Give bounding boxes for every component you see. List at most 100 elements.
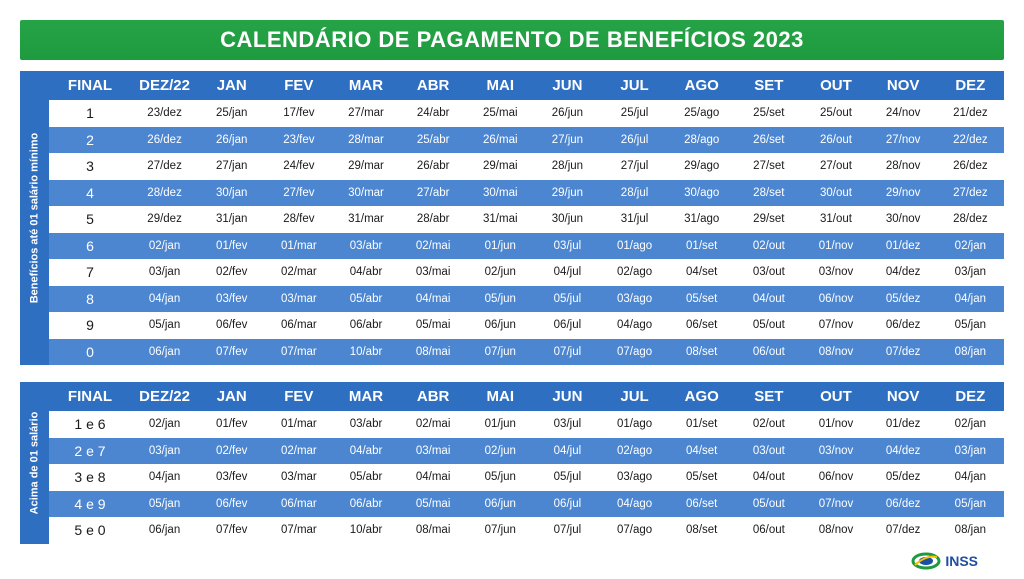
payment-date-cell: 27/out: [802, 153, 870, 180]
payment-date-cell: 05/dez: [869, 285, 937, 312]
payment-date-cell: 07/dez: [869, 517, 937, 544]
table-row: 4 28/dez 30/jan 27/fev 30/mar 27/abr 30/mai 29/…: [49, 179, 1004, 206]
final-digit-cell: 5: [49, 206, 131, 233]
payment-date-cell: 06/jan: [131, 338, 199, 365]
payment-date-cell: 02/ago: [600, 259, 669, 286]
payment-date-cell: 01/fev: [198, 411, 266, 438]
payment-date-cell: 04/jan: [936, 464, 1004, 491]
payment-date-cell: 27/dez: [131, 153, 199, 180]
payment-date-cell: 27/dez: [936, 179, 1004, 206]
final-digit-cell: 0: [49, 338, 131, 365]
payment-date-cell: 02/jan: [131, 411, 199, 438]
payment-date-cell: 01/jun: [466, 232, 534, 259]
payment-date-cell: 28/dez: [131, 179, 199, 206]
payment-date-cell: 03/mar: [265, 285, 333, 312]
payment-date-cell: 03/jan: [131, 437, 199, 464]
final-digit-cell: 8: [49, 285, 131, 312]
payment-date-cell: 29/dez: [131, 206, 199, 233]
final-digit-cell: 3 e 8: [49, 464, 131, 491]
payment-date-cell: 05/abr: [332, 464, 400, 491]
payment-date-cell: 02/jun: [466, 259, 534, 286]
final-digit-cell: 1: [49, 100, 131, 127]
payment-date-cell: 24/nov: [869, 100, 937, 127]
payment-date-cell: 07/jun: [466, 517, 534, 544]
payment-date-cell: 07/nov: [802, 312, 870, 339]
side-label: Benefícios até 01 salário mínimo: [28, 132, 41, 304]
payment-date-cell: 02/mai: [399, 411, 467, 438]
header-row: FINAL DEZ/22 JAN FEV MAR ABR MAI JUN JUL AGO SET OU…: [49, 382, 1004, 411]
payment-date-cell: 05/mai: [399, 490, 467, 517]
payment-date-cell: 06/fev: [198, 490, 266, 517]
payment-date-cell: 01/nov: [802, 232, 870, 259]
payment-date-cell: 08/jan: [936, 338, 1004, 365]
payment-date-cell: 01/nov: [802, 411, 870, 438]
payment-date-cell: 06/jul: [533, 312, 601, 339]
payment-date-cell: 07/dez: [869, 338, 937, 365]
final-digit-cell: 4 e 9: [49, 490, 131, 517]
payment-date-cell: 03/fev: [198, 464, 266, 491]
payment-date-cell: 05/jul: [533, 285, 601, 312]
payment-date-cell: 26/jun: [533, 100, 601, 127]
payment-date-cell: 04/mai: [399, 464, 467, 491]
payment-date-cell: 03/jan: [936, 437, 1004, 464]
payment-date-cell: 26/dez: [936, 153, 1004, 180]
payment-date-cell: 27/abr: [399, 179, 467, 206]
payment-date-cell: 31/ago: [668, 206, 736, 233]
payment-date-cell: 26/jul: [600, 126, 669, 153]
payment-date-cell: 07/ago: [600, 517, 669, 544]
payment-date-cell: 04/ago: [600, 490, 669, 517]
table-row: 2 e 7 03/jan 02/fev 02/mar 04/abr 03/mai 02/ju…: [49, 437, 1004, 464]
payment-date-cell: 06/set: [668, 490, 736, 517]
table-row: 5 29/dez 31/jan 28/fev 31/mar 28/abr 31/mai 30/…: [49, 206, 1004, 233]
header-month: NOV: [869, 382, 937, 411]
payment-date-cell: 06/jun: [466, 490, 534, 517]
header-month: MAR: [332, 382, 400, 411]
header-row: FINAL DEZ/22 JAN FEV MAR ABR MAI JUN JUL AGO SET OU…: [49, 71, 1004, 100]
payment-date-cell: 03/mar: [265, 464, 333, 491]
header-month: DEZ: [936, 382, 1004, 411]
payment-date-cell: 05/abr: [332, 285, 400, 312]
payment-date-cell: 28/set: [735, 179, 803, 206]
payment-date-cell: 06/set: [668, 312, 736, 339]
payment-date-cell: 02/fev: [198, 437, 266, 464]
table-row: 0 06/jan 07/fev 07/mar 10/abr 08/mai 07/jun 07/…: [49, 338, 1004, 365]
payment-date-cell: 23/dez: [131, 100, 199, 127]
payment-date-cell: 04/set: [668, 437, 736, 464]
payment-date-cell: 27/fev: [265, 179, 333, 206]
payment-date-cell: 03/fev: [198, 285, 266, 312]
inss-logo-icon: [911, 552, 941, 570]
payment-date-cell: 03/mai: [399, 259, 467, 286]
header-month: JUL: [600, 71, 669, 100]
payment-date-cell: 24/fev: [265, 153, 333, 180]
payment-date-cell: 08/mai: [399, 338, 467, 365]
payment-date-cell: 08/nov: [802, 338, 870, 365]
payment-date-cell: 02/out: [735, 232, 803, 259]
payment-date-cell: 08/jan: [936, 517, 1004, 544]
payment-date-cell: 01/ago: [600, 232, 669, 259]
payment-date-cell: 17/fev: [265, 100, 333, 127]
payment-date-cell: 27/jul: [600, 153, 669, 180]
payment-date-cell: 03/jan: [936, 259, 1004, 286]
payment-date-cell: 26/dez: [131, 126, 199, 153]
payment-date-cell: 29/mar: [332, 153, 400, 180]
payment-date-cell: 03/out: [735, 259, 803, 286]
payment-date-cell: 04/out: [735, 285, 803, 312]
payment-date-cell: 01/set: [668, 411, 736, 438]
payment-date-cell: 06/out: [735, 517, 803, 544]
payment-date-cell: 07/mar: [265, 517, 333, 544]
payment-date-cell: 06/abr: [332, 312, 400, 339]
payment-date-cell: 22/dez: [936, 126, 1004, 153]
payment-date-cell: 05/jan: [936, 312, 1004, 339]
payment-date-cell: 06/dez: [869, 312, 937, 339]
side-label: Acima de 01 salário: [28, 411, 41, 515]
payment-date-cell: 02/jan: [936, 411, 1004, 438]
section-minimum-wage: Benefícios até 01 salário mínimo FINAL DE…: [20, 71, 1004, 365]
payment-date-cell: 01/mar: [265, 232, 333, 259]
header-month: JUL: [600, 382, 669, 411]
payment-date-cell: 07/mar: [265, 338, 333, 365]
payment-date-cell: 30/mar: [332, 179, 400, 206]
payment-date-cell: 28/abr: [399, 206, 467, 233]
side-label-bar: Acima de 01 salário: [20, 382, 49, 544]
payment-date-cell: 04/jan: [131, 285, 199, 312]
payment-date-cell: 01/dez: [869, 232, 937, 259]
